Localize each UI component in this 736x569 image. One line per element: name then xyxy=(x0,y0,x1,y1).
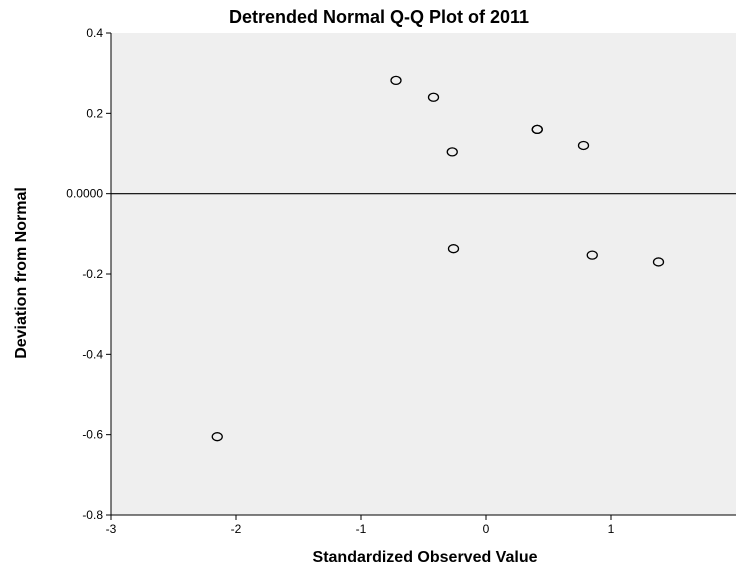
y-tick-label: -0.2 xyxy=(82,267,103,281)
data-point xyxy=(586,250,598,260)
y-axis-ticks: 0.4 0.2 0.0000 -0.2 -0.4 -0.6 -0.8 xyxy=(66,26,111,522)
y-tick-label: -0.8 xyxy=(82,508,103,522)
data-point xyxy=(531,124,543,135)
x-axis-label: Standardized Observed Value xyxy=(313,549,538,566)
data-point xyxy=(447,244,460,254)
data-point xyxy=(446,147,458,157)
y-tick-label: 0.0000 xyxy=(66,187,103,201)
data-point xyxy=(577,140,590,151)
y-tick-label: 0.2 xyxy=(86,106,103,120)
data-points xyxy=(211,75,665,442)
y-tick-label: -0.6 xyxy=(82,428,103,442)
y-tick-label: -0.4 xyxy=(82,347,103,361)
y-tick-label: 0.4 xyxy=(86,26,103,40)
data-point xyxy=(652,257,665,267)
chart-title: Detrended Normal Q-Q Plot of 2011 xyxy=(229,7,529,27)
x-axis-ticks: -3 -2 -1 0 1 xyxy=(106,515,615,536)
x-tick-label: -1 xyxy=(356,522,367,536)
x-tick-label: -2 xyxy=(231,522,242,536)
data-point xyxy=(427,92,440,102)
plot-area xyxy=(111,33,736,515)
x-tick-label: -3 xyxy=(106,522,117,536)
data-point xyxy=(211,432,223,442)
y-axis-label: Deviation from Normal xyxy=(13,187,30,359)
data-point xyxy=(390,75,402,86)
x-tick-label: 1 xyxy=(608,522,615,536)
x-tick-label: 0 xyxy=(483,522,490,536)
